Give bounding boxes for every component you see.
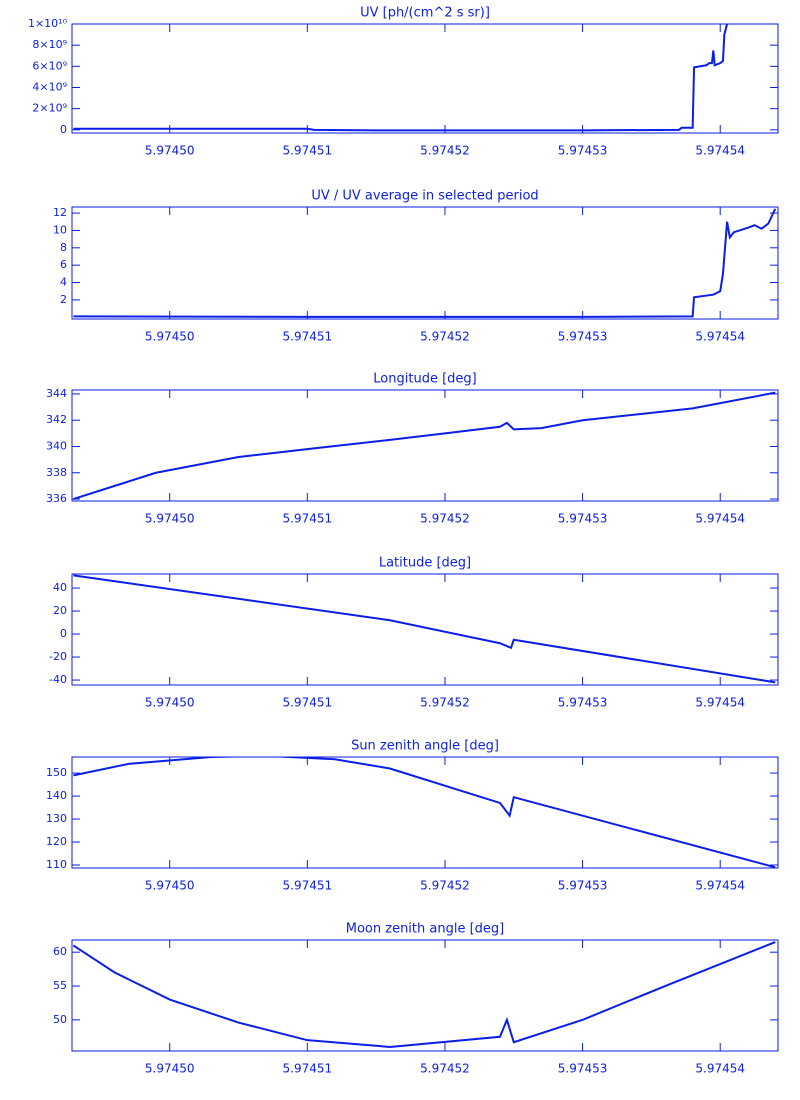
x-tick-label: 5.97450 (145, 1062, 195, 1076)
x-tick-label: 5.97453 (558, 144, 608, 158)
y-tick-label: 4×10⁹ (32, 80, 67, 93)
x-tick-label: 5.97453 (558, 696, 608, 710)
y-tick-label: 0 (60, 123, 67, 136)
x-tick-label: 5.97450 (145, 879, 195, 893)
y-tick-label: 342 (46, 413, 67, 426)
data-line (73, 574, 776, 684)
x-tick-label: 5.97452 (420, 1062, 470, 1076)
x-tick-label: 5.97452 (420, 144, 470, 158)
panel: UV / UV average in selected period 5.9745… (53, 189, 779, 344)
x-tick-label: 5.97451 (283, 144, 333, 158)
panel: UV [ph/(cm^2 s sr)] 5.97450 5.97451 5.97452… (28, 6, 779, 158)
panel-title: Moon zenith angle [deg] (346, 922, 504, 937)
data-line (73, 757, 776, 868)
y-tick-label: 0 (60, 627, 67, 640)
x-tick-label: 5.97450 (145, 696, 195, 710)
plot-frame (71, 23, 779, 134)
y-tick-label: 20 (53, 604, 67, 617)
plot-frame (71, 573, 779, 686)
x-tick-label: 5.97451 (283, 330, 333, 344)
data-line (73, 391, 776, 500)
x-tick-label: 5.97453 (558, 330, 608, 344)
y-tick-label: 140 (46, 789, 67, 802)
panel: Latitude [deg] 5.97450 5.97451 5.97452 5.974… (49, 556, 779, 710)
plot-frame (71, 756, 779, 869)
x-tick-label: 5.97452 (420, 879, 470, 893)
x-tick-label: 5.97453 (558, 1062, 608, 1076)
plot-frame (71, 939, 779, 1052)
plot-frame (71, 206, 779, 320)
panel: Longitude [deg] 5.97450 5.97451 5.97452 5.97… (46, 372, 779, 526)
y-tick-label: 6 (60, 258, 67, 271)
x-tick-label: 5.97451 (283, 1062, 333, 1076)
x-tick-label: 5.97450 (145, 330, 195, 344)
plot-frame (71, 389, 779, 502)
x-tick-label: 5.97454 (695, 879, 745, 893)
x-tick-label: 5.97453 (558, 879, 608, 893)
y-tick-label: 60 (53, 945, 67, 958)
y-tick-label: 344 (46, 387, 67, 400)
data-line (72, 941, 776, 1048)
y-tick-label: 150 (46, 766, 67, 779)
panel-title: UV / UV average in selected period (311, 189, 538, 204)
y-tick-label: 340 (46, 439, 67, 452)
x-tick-label: 5.97452 (420, 512, 470, 526)
y-tick-label: 2×10⁹ (32, 102, 67, 115)
panel: Moon zenith angle [deg] 5.97450 5.97451 5.9… (53, 922, 779, 1076)
x-tick-label: 5.97454 (695, 696, 745, 710)
y-tick-label: 2 (60, 293, 67, 306)
y-tick-label: -40 (49, 673, 67, 686)
y-tick-label: -20 (49, 650, 67, 663)
x-tick-label: 5.97451 (283, 879, 333, 893)
x-tick-label: 5.97451 (283, 696, 333, 710)
x-tick-label: 5.97454 (695, 512, 745, 526)
y-tick-label: 6×10⁹ (32, 59, 67, 72)
y-tick-label: 130 (46, 812, 67, 825)
y-tick-label: 120 (46, 835, 67, 848)
y-tick-label: 1×10¹⁰ (28, 17, 68, 30)
data-line (73, 24, 729, 132)
y-tick-label: 12 (53, 206, 67, 219)
y-tick-label: 4 (60, 276, 67, 289)
y-tick-label: 10 (53, 223, 67, 236)
panel-title: UV [ph/(cm^2 s sr)] (360, 6, 490, 21)
y-tick-label: 50 (53, 1013, 67, 1026)
y-tick-label: 8 (60, 241, 67, 254)
y-tick-label: 40 (53, 581, 67, 594)
y-tick-label: 338 (46, 466, 67, 479)
y-tick-label: 8×10⁹ (32, 38, 67, 51)
panel: Sun zenith angle [deg] 5.97450 5.97451 5.97… (46, 739, 779, 893)
panel-title: Longitude [deg] (373, 372, 476, 387)
panel-title: Latitude [deg] (379, 556, 471, 571)
x-tick-label: 5.97452 (420, 330, 470, 344)
y-tick-label: 336 (46, 492, 67, 505)
x-tick-label: 5.97454 (695, 1062, 745, 1076)
x-tick-label: 5.97450 (145, 144, 195, 158)
panel-title: Sun zenith angle [deg] (351, 739, 499, 754)
y-tick-label: 110 (46, 858, 67, 871)
x-tick-label: 5.97454 (695, 144, 745, 158)
x-tick-label: 5.97453 (558, 512, 608, 526)
x-tick-label: 5.97452 (420, 696, 470, 710)
x-tick-label: 5.97454 (695, 330, 745, 344)
x-tick-label: 5.97450 (145, 512, 195, 526)
x-tick-label: 5.97451 (283, 512, 333, 526)
y-tick-label: 55 (53, 979, 67, 992)
data-line (73, 208, 777, 318)
